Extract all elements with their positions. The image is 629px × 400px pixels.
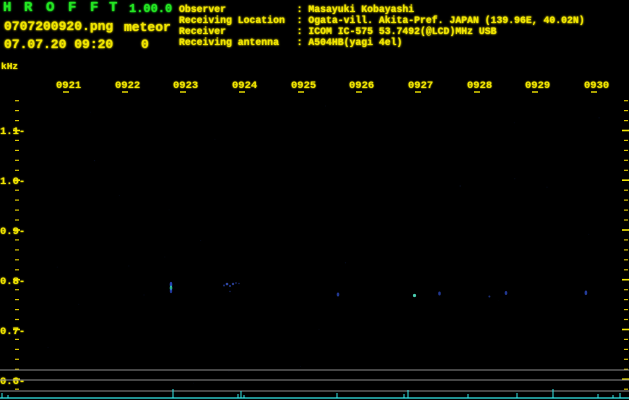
svg-text:0929: 0929 [525,80,550,92]
svg-text:0928: 0928 [467,80,492,92]
svg-text:0.9-: 0.9- [0,226,25,238]
svg-text:0925: 0925 [291,80,316,92]
svg-text:0930: 0930 [584,80,609,92]
svg-text:0924: 0924 [232,80,257,92]
svg-text:1.0-: 1.0- [0,176,25,188]
svg-text:0.7-: 0.7- [0,326,25,338]
svg-text:0.6-: 0.6- [0,376,25,388]
svg-text:kHz: kHz [1,61,18,72]
svg-text:0926: 0926 [349,80,374,92]
svg-text:1.1-: 1.1- [0,126,25,138]
svg-text:0927: 0927 [408,80,433,92]
svg-text:0921: 0921 [56,80,81,92]
svg-text:0922: 0922 [115,80,140,92]
svg-text:0.8-: 0.8- [0,276,25,288]
svg-text:0923: 0923 [173,80,198,92]
